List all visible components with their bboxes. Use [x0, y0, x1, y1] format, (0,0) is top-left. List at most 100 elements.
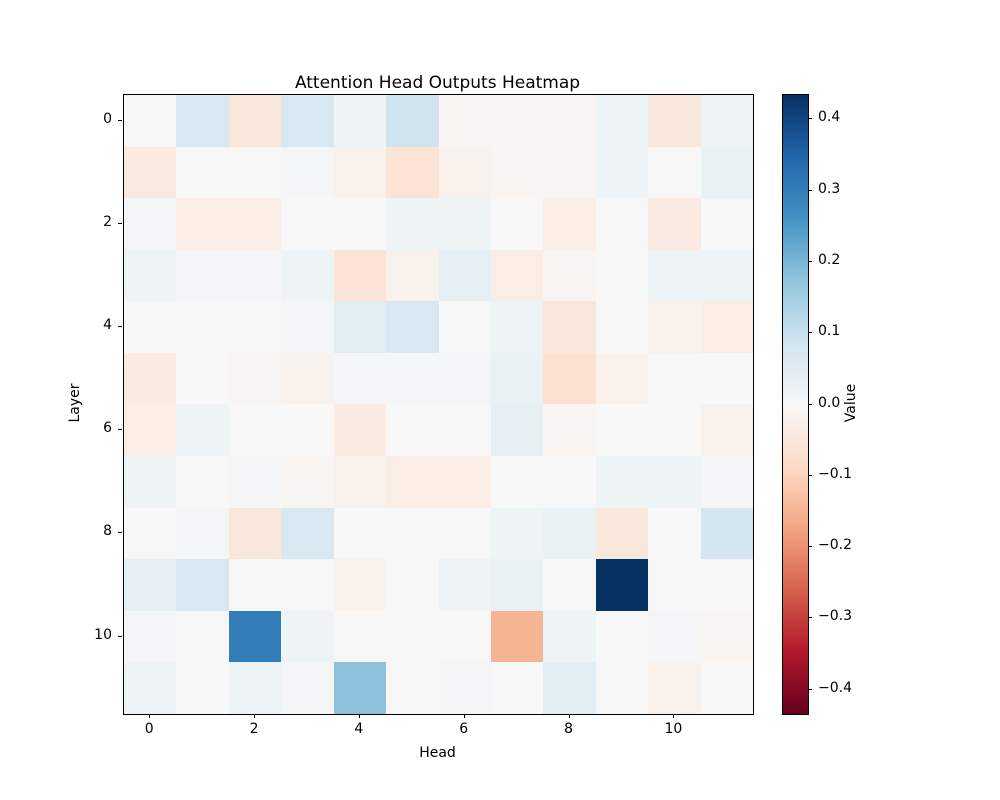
colorbar-tick-label: 0.1	[818, 323, 841, 340]
heatmap-grid	[124, 95, 753, 714]
heatmap-cell	[333, 610, 387, 663]
heatmap-cell	[595, 559, 649, 611]
y-tick-mark	[118, 119, 122, 121]
heatmap-cell	[595, 146, 649, 199]
heatmap-cell	[228, 146, 282, 199]
heatmap-cell	[648, 301, 701, 353]
heatmap-cell	[438, 610, 491, 663]
heatmap-cell	[386, 610, 439, 663]
heatmap-cell	[124, 662, 177, 714]
heatmap-cell	[648, 249, 701, 302]
x-tick-label: 10	[664, 721, 683, 737]
heatmap-cell	[281, 662, 334, 714]
heatmap-cell	[595, 198, 649, 250]
heatmap-cell	[490, 198, 544, 250]
heatmap-cell	[438, 662, 491, 714]
heatmap-cell	[228, 456, 282, 508]
y-tick-mark	[118, 222, 122, 224]
heatmap-cell	[124, 559, 177, 611]
heatmap-cell	[595, 507, 649, 560]
heatmap-cell	[124, 507, 177, 560]
heatmap-cell	[438, 559, 491, 611]
x-tick-label: 4	[354, 721, 364, 737]
x-tick-mark	[149, 714, 151, 718]
heatmap-cell	[333, 456, 387, 508]
colorbar-tick-mark	[808, 546, 812, 548]
heatmap-cell	[543, 662, 596, 714]
heatmap-cell	[700, 95, 753, 147]
heatmap-cell	[595, 662, 649, 714]
colorbar-tick-mark	[808, 617, 812, 619]
heatmap-cell	[700, 352, 753, 405]
heatmap-cell	[281, 198, 334, 250]
y-tick-label: 10	[94, 626, 112, 643]
heatmap-cell	[333, 146, 387, 199]
heatmap-cell	[386, 404, 439, 457]
x-tick-mark	[358, 714, 360, 718]
heatmap-cell	[490, 507, 544, 560]
heatmap-cell	[333, 507, 387, 560]
heatmap-cell	[333, 249, 387, 302]
heatmap-cell	[543, 610, 596, 663]
heatmap-cell	[700, 456, 753, 508]
heatmap-cell	[228, 301, 282, 353]
x-tick-mark	[568, 714, 570, 718]
heatmap-cell	[386, 301, 439, 353]
y-tick-label: 6	[103, 420, 112, 437]
heatmap-cell	[490, 559, 544, 611]
colorbar-tick-mark	[808, 118, 812, 120]
chart-title: Attention Head Outputs Heatmap	[294, 73, 581, 93]
heatmap-cell	[490, 662, 544, 714]
heatmap-cell	[333, 559, 387, 611]
heatmap-cell	[438, 507, 491, 560]
heatmap-cell	[543, 249, 596, 302]
y-tick-mark	[118, 429, 122, 431]
heatmap-cell	[333, 198, 387, 250]
colorbar-tick-label: 0.0	[818, 394, 841, 411]
heatmap-cell	[490, 352, 544, 405]
heatmap-cell	[176, 662, 229, 714]
heatmap-cell	[595, 404, 649, 457]
heatmap-cell	[700, 559, 753, 611]
x-tick-label: 2	[249, 721, 259, 737]
colorbar-tick-label: −0.4	[818, 679, 852, 696]
heatmap-cell	[490, 456, 544, 508]
heatmap-cell	[228, 249, 282, 302]
heatmap-cell	[176, 301, 229, 353]
heatmap-cell	[438, 146, 491, 199]
x-tick-label: 6	[459, 721, 469, 737]
colorbar-tick-label: −0.2	[818, 537, 852, 554]
heatmap-cell	[700, 404, 753, 457]
heatmap-cell	[386, 95, 439, 147]
colorbar-label: Value	[843, 383, 859, 423]
heatmap-cell	[124, 146, 177, 199]
heatmap-cell	[124, 95, 177, 147]
x-tick-mark	[463, 714, 465, 718]
colorbar-tick-label: −0.3	[818, 608, 852, 625]
heatmap-cell	[543, 146, 596, 199]
heatmap-cell	[228, 352, 282, 405]
heatmap-cell	[595, 456, 649, 508]
heatmap-cell	[281, 559, 334, 611]
heatmap-cell	[648, 404, 701, 457]
colorbar-tick-label: 0.3	[818, 180, 841, 197]
x-tick-mark	[673, 714, 675, 718]
heatmap-cell	[281, 301, 334, 353]
heatmap-cell	[700, 301, 753, 353]
y-tick-label: 0	[103, 110, 112, 127]
y-tick-label: 2	[103, 213, 112, 230]
heatmap-cell	[438, 249, 491, 302]
heatmap-cell	[386, 146, 439, 199]
heatmap-cell	[490, 146, 544, 199]
colorbar-tick-label: −0.1	[818, 465, 852, 482]
x-tick-label: 0	[144, 721, 154, 737]
heatmap-cell	[124, 198, 177, 250]
heatmap-cell	[228, 610, 282, 663]
heatmap-cell	[386, 352, 439, 405]
heatmap-cell	[176, 559, 229, 611]
heatmap-cell	[281, 610, 334, 663]
heatmap-cell	[386, 249, 439, 302]
heatmap-cell	[281, 507, 334, 560]
heatmap-cell	[543, 95, 596, 147]
